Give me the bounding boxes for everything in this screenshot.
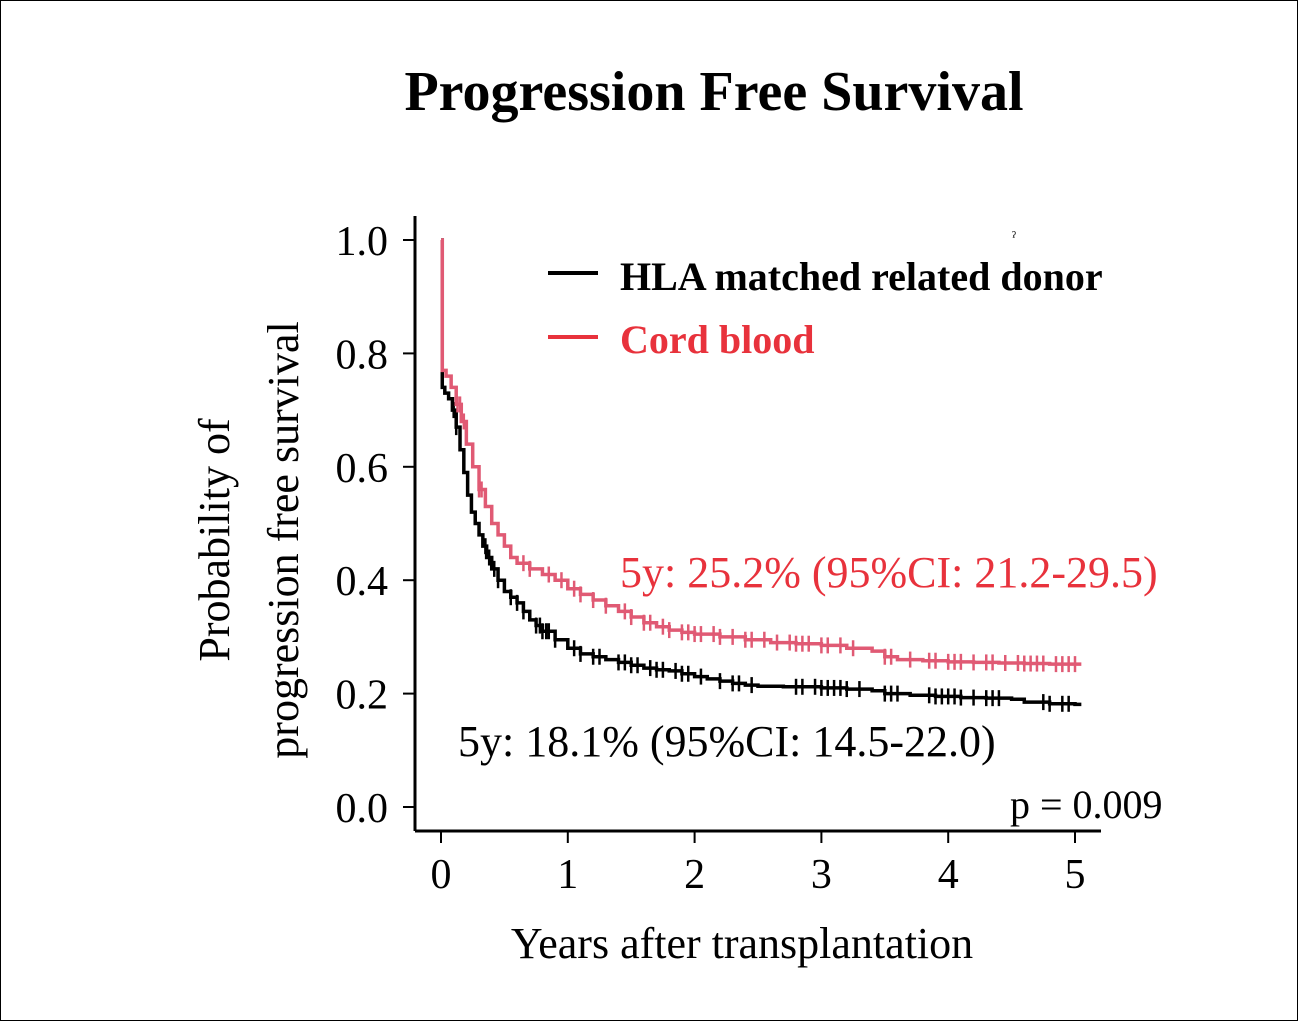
x-tick-label: 3 (811, 852, 832, 898)
survival-curves (440, 238, 1082, 712)
x-tick-label: 2 (684, 852, 705, 898)
y-tick-label: 0.2 (336, 673, 389, 719)
y-axis-label-line-2: progression free survival (259, 321, 308, 758)
y-tick-label: 0.0 (336, 786, 389, 832)
legend: HLA matched related donor Cord blood (548, 254, 1103, 362)
y-tick-label: 1.0 (336, 219, 389, 265)
p-value: p = 0.009 (1010, 782, 1163, 827)
hla-5y-annotation: 5y: 18.1% (95%CI: 14.5-22.0) (458, 717, 996, 766)
y-axis-label: Probability of progression free survival (190, 321, 308, 758)
legend-label-cord: Cord blood (620, 317, 815, 362)
stray-mark: ˀ (1012, 229, 1016, 246)
axes: 0.0 0.2 0.4 0.6 0.8 1.0 0 1 2 3 4 5 (336, 216, 1101, 898)
x-tick-label: 5 (1065, 852, 1086, 898)
y-tick-label: 0.6 (336, 446, 389, 492)
survival-curve-cord-blood (440, 238, 1082, 666)
y-tick-label: 0.4 (336, 559, 389, 605)
chart-title: Progression Free Survival (404, 61, 1023, 123)
x-tick-label: 4 (938, 852, 959, 898)
legend-label-hla: HLA matched related donor (620, 254, 1103, 299)
x-tick-label: 0 (431, 852, 452, 898)
cord-blood-5y-annotation: 5y: 25.2% (95%CI: 21.2-29.5) (620, 548, 1158, 597)
x-axis-label: Years after transplantation (511, 919, 973, 968)
y-axis-label-line-1: Probability of (190, 418, 239, 662)
x-tick-label: 1 (557, 852, 578, 898)
y-tick-label: 0.8 (336, 332, 389, 378)
survival-curve-hla (440, 238, 1082, 707)
